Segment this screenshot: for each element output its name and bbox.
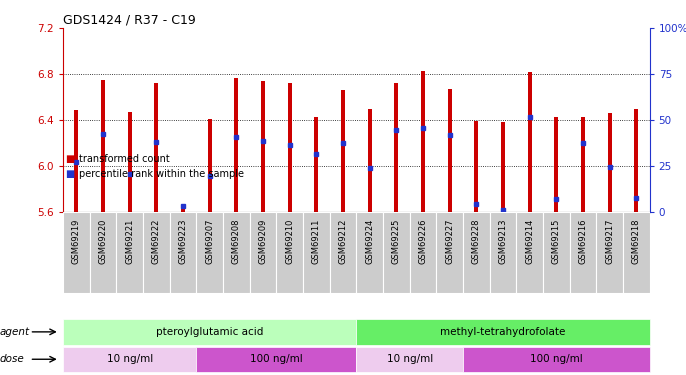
FancyBboxPatch shape [90, 212, 117, 292]
Text: methyl-tetrahydrofolate: methyl-tetrahydrofolate [440, 327, 566, 337]
Text: GSM69222: GSM69222 [152, 218, 161, 264]
Text: GSM69223: GSM69223 [178, 218, 187, 264]
FancyBboxPatch shape [250, 212, 276, 292]
FancyBboxPatch shape [436, 212, 463, 292]
Text: transformed count: transformed count [79, 154, 169, 164]
Text: GSM69217: GSM69217 [605, 218, 614, 264]
FancyBboxPatch shape [569, 212, 596, 292]
Bar [287, 83, 292, 212]
Bar [101, 80, 105, 212]
Bar [501, 122, 505, 212]
Text: GSM69226: GSM69226 [418, 218, 427, 264]
Bar [474, 121, 478, 212]
FancyBboxPatch shape [330, 212, 357, 292]
FancyBboxPatch shape [169, 212, 196, 292]
FancyBboxPatch shape [463, 212, 490, 292]
Bar [394, 83, 399, 212]
Text: GSM69214: GSM69214 [525, 218, 534, 264]
Text: 10 ng/ml: 10 ng/ml [387, 354, 433, 364]
FancyBboxPatch shape [276, 212, 303, 292]
Text: 10 ng/ml: 10 ng/ml [106, 354, 153, 364]
FancyBboxPatch shape [596, 212, 623, 292]
Text: GSM69208: GSM69208 [232, 218, 241, 264]
Text: GSM69212: GSM69212 [339, 218, 348, 264]
FancyBboxPatch shape [410, 212, 436, 292]
Bar [448, 89, 451, 212]
Text: GSM69218: GSM69218 [632, 218, 641, 264]
Text: GSM69227: GSM69227 [445, 218, 454, 264]
FancyBboxPatch shape [517, 212, 543, 292]
FancyBboxPatch shape [196, 212, 223, 292]
Text: GSM69216: GSM69216 [578, 218, 587, 264]
Text: GSM69219: GSM69219 [72, 218, 81, 264]
Bar [341, 90, 345, 212]
FancyBboxPatch shape [383, 212, 410, 292]
FancyBboxPatch shape [303, 212, 330, 292]
FancyBboxPatch shape [143, 212, 169, 292]
Text: GSM69220: GSM69220 [99, 218, 108, 264]
Bar [154, 83, 158, 212]
Text: dose: dose [0, 354, 25, 364]
Text: GSM69221: GSM69221 [126, 218, 134, 264]
Text: GSM69207: GSM69207 [205, 218, 214, 264]
Bar [128, 112, 132, 212]
Bar [368, 108, 372, 212]
Text: GDS1424 / R37 - C19: GDS1424 / R37 - C19 [63, 13, 196, 26]
Bar [208, 119, 212, 212]
Text: GSM69211: GSM69211 [312, 218, 321, 264]
Bar [554, 117, 558, 212]
FancyBboxPatch shape [357, 212, 383, 292]
Text: GSM69225: GSM69225 [392, 218, 401, 264]
Text: GSM69209: GSM69209 [259, 218, 268, 264]
Bar [261, 81, 265, 212]
Text: 100 ng/ml: 100 ng/ml [530, 354, 582, 364]
Bar [235, 78, 239, 212]
Bar [581, 117, 585, 212]
FancyBboxPatch shape [117, 212, 143, 292]
Text: GSM69224: GSM69224 [365, 218, 374, 264]
FancyBboxPatch shape [490, 212, 517, 292]
Text: ■: ■ [65, 170, 74, 179]
FancyBboxPatch shape [543, 212, 569, 292]
Text: GSM69228: GSM69228 [472, 218, 481, 264]
Bar [635, 108, 638, 212]
FancyBboxPatch shape [63, 212, 90, 292]
Text: GSM69213: GSM69213 [499, 218, 508, 264]
FancyBboxPatch shape [223, 212, 250, 292]
Text: GSM69210: GSM69210 [285, 218, 294, 264]
Bar [181, 209, 185, 212]
Text: agent: agent [0, 327, 30, 337]
Bar [314, 117, 318, 212]
Bar [608, 113, 612, 212]
Bar [75, 110, 78, 212]
Bar [528, 72, 532, 212]
FancyBboxPatch shape [623, 212, 650, 292]
Text: ■: ■ [65, 154, 74, 164]
Text: pteroylglutamic acid: pteroylglutamic acid [156, 327, 263, 337]
Text: 100 ng/ml: 100 ng/ml [250, 354, 303, 364]
Bar [421, 70, 425, 212]
Text: percentile rank within the sample: percentile rank within the sample [79, 170, 244, 179]
Text: GSM69215: GSM69215 [552, 218, 561, 264]
